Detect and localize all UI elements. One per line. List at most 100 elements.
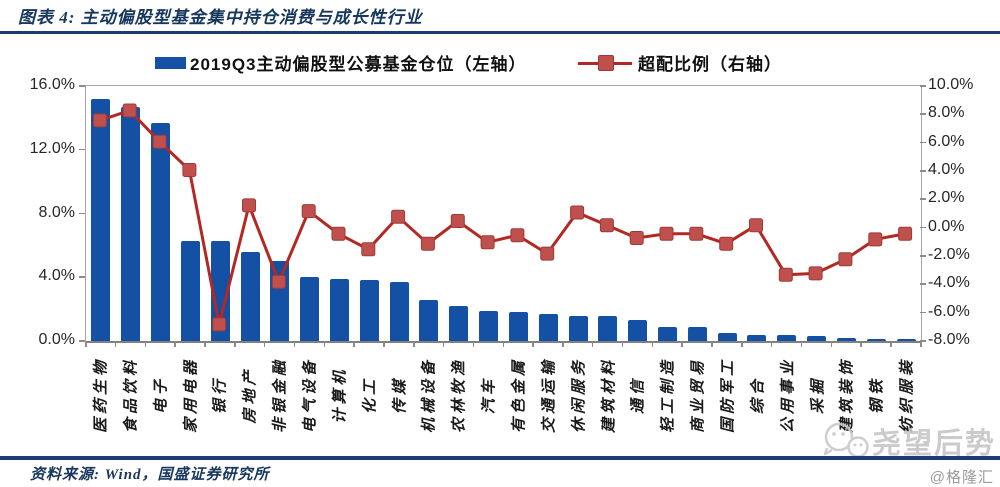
watermark-text: 尧望后势: [872, 428, 997, 460]
bar-有色金属: [508, 312, 528, 341]
axis-tickmark: [293, 342, 296, 347]
axis-tickmark: [711, 342, 713, 347]
x-axis-label-建筑材料: 建筑材料: [601, 356, 618, 434]
axis-tickmark: [830, 342, 833, 347]
x-axis-label-化工: 化工: [362, 375, 379, 415]
axis-tickmark: [263, 342, 266, 347]
axis-tickmark: [79, 148, 85, 151]
x-axis-label-家用电器: 家用电器: [183, 356, 199, 434]
bar-纺织服装: [896, 339, 916, 341]
bar-汽车: [479, 310, 499, 341]
axis-tickmark: [651, 342, 654, 347]
right-axis-tick-label: 8.0%: [928, 104, 965, 122]
x-axis-label-非银金融: 非银金融: [272, 356, 289, 434]
bar-商业贸易: [687, 326, 707, 341]
axis-tickmark: [800, 342, 803, 347]
axis-tickmark: [920, 283, 926, 285]
axis-tickmark: [621, 342, 624, 347]
left-axis-tick-label: 12.0%: [29, 139, 75, 157]
plot-area: [85, 85, 922, 343]
x-axis-label-食品饮料: 食品饮料: [123, 356, 140, 434]
bar-食品饮料: [121, 106, 141, 341]
left-axis-tick-label: 16.0%: [29, 76, 75, 93]
right-axis-tick-label: 6.0%: [928, 132, 965, 150]
axis-tickmark: [353, 342, 355, 347]
x-axis-label-医药生物: 医药生物: [93, 356, 110, 434]
axis-tickmark: [920, 170, 926, 172]
axis-tickmark: [79, 212, 85, 214]
axis-tickmark: [85, 342, 87, 347]
axis-tickmark: [770, 342, 773, 347]
bar-传媒: [389, 282, 409, 341]
x-axis-label-国防军工: 国防军工: [720, 356, 737, 434]
x-axis-label-电子: 电子: [153, 375, 170, 415]
right-axis-tick-label: -8.0%: [928, 331, 970, 348]
x-axis-label-农林牧渔: 农林牧渔: [451, 356, 468, 434]
x-axis-label-公用事业: 公用事业: [780, 356, 797, 434]
x-axis-label-传媒: 传媒: [392, 375, 409, 415]
legend-line-marker-icon: [598, 55, 614, 71]
bar-房地产: [240, 251, 260, 341]
legend-bar-swatch: [155, 57, 186, 69]
axis-tickmark: [860, 342, 862, 347]
x-axis-label-综合: 综合: [750, 375, 767, 415]
axis-tickmark: [79, 276, 85, 278]
axis-tickmark: [920, 85, 926, 87]
axis-tickmark: [234, 342, 236, 347]
footer-divider-line: [0, 456, 1000, 460]
right-axis-tick-label: 2.0%: [928, 189, 965, 207]
left-axis-tick-label: 4.0%: [38, 267, 75, 285]
bar-综合: [747, 334, 767, 341]
bar-国防军工: [717, 333, 737, 341]
axis-tickmark: [413, 342, 415, 347]
credit-badge: @格隆汇: [929, 469, 994, 486]
bar-银行: [210, 240, 230, 341]
bar-钢铁: [866, 339, 886, 341]
axis-tickmark: [532, 342, 534, 347]
legend-line-label: 超配比例（右轴）: [638, 55, 782, 74]
x-axis-label-商业贸易: 商业贸易: [690, 356, 707, 434]
bar-休闲服务: [568, 315, 588, 341]
bar-家用电器: [180, 240, 200, 341]
axis-tickmark: [920, 340, 926, 342]
watermark: 尧望后势: [820, 420, 996, 462]
data-source-note: 资料来源: Wind，国盛证券研究所: [30, 467, 270, 483]
axis-tickmark: [472, 342, 475, 347]
axis-tickmark: [591, 342, 594, 347]
axis-tickmark: [323, 342, 326, 347]
axis-tickmark: [79, 85, 85, 87]
bar-建筑装饰: [836, 337, 856, 341]
chart-title: 图表 4: 主动偏股型基金集中持仓消费与成长性行业: [18, 8, 423, 27]
left-axis-tick-label: 0.0%: [38, 331, 75, 348]
right-axis-tick-label: -6.0%: [928, 302, 970, 320]
x-axis-label-银行: 银行: [212, 375, 229, 415]
x-axis-labels: 医药生物 食品饮料 电子 家用电器 银行 房地产 非银金融 电气设备 计算机 化工 传媒 机械设备 农林…: [85, 345, 921, 445]
right-axis-tick-label: -4.0%: [928, 274, 970, 292]
right-axis-tick-label: -2.0%: [928, 246, 970, 263]
x-axis-label-交通运输: 交通运输: [541, 356, 558, 434]
x-axis-label-房地产: 房地产: [242, 366, 259, 424]
wechat-icon: [823, 422, 869, 458]
bar-轻工制造: [658, 326, 678, 341]
right-axis-tick-label: 10.0%: [928, 76, 974, 93]
legend-bar-label: 2019Q3主动偏股型公募基金仓位（左轴）: [190, 55, 527, 74]
axis-tickmark: [920, 113, 926, 115]
bar-公用事业: [777, 334, 797, 341]
bar-电气设备: [300, 277, 320, 341]
left-axis-tick-label: 8.0%: [38, 203, 75, 221]
right-axis-tick-label: 0.0%: [928, 217, 965, 235]
x-axis-label-轻工制造: 轻工制造: [660, 356, 677, 434]
axis-tickmark: [442, 342, 445, 347]
axis-tickmark: [144, 342, 147, 347]
axis-tickmark: [920, 226, 926, 229]
axis-tickmark: [920, 198, 926, 200]
x-axis-label-通信: 通信: [630, 375, 647, 415]
x-axis-label-机械设备: 机械设备: [421, 356, 438, 434]
axis-tickmark: [741, 342, 743, 347]
bar-电子: [151, 122, 171, 341]
axis-tickmark: [920, 141, 926, 144]
x-axis-label-汽车: 汽车: [481, 375, 498, 415]
axis-tickmark: [114, 342, 117, 347]
x-axis-label-休闲服务: 休闲服务: [571, 356, 588, 434]
